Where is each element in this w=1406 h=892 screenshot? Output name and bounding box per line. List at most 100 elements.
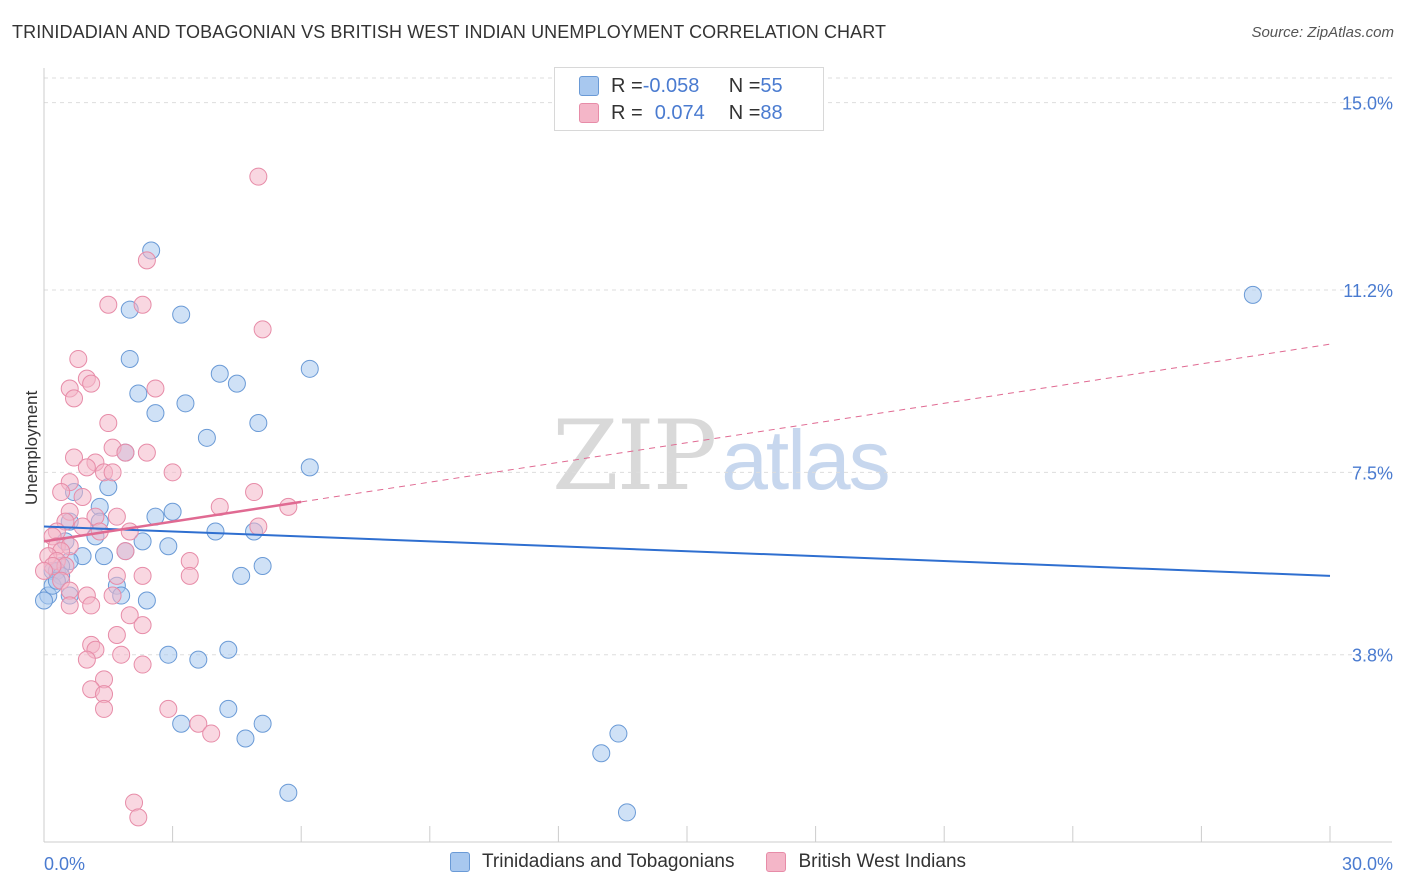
- legend-swatch-pink: [579, 103, 599, 123]
- point-british-west-indians: [137, 251, 156, 270]
- point-british-west-indians: [107, 625, 126, 644]
- point-british-west-indians: [69, 349, 88, 368]
- x-tick-label: 0.0%: [44, 854, 85, 874]
- point-british-west-indians: [99, 295, 118, 314]
- point-trinidadians: [206, 522, 225, 541]
- point-british-west-indians: [129, 808, 148, 827]
- point-trinidadians: [236, 729, 255, 748]
- point-trinidadians: [617, 803, 636, 822]
- point-british-west-indians: [133, 295, 152, 314]
- n-label: N =: [728, 101, 761, 124]
- point-british-west-indians: [133, 616, 152, 635]
- point-trinidadians: [133, 532, 152, 551]
- point-british-west-indians: [99, 414, 118, 433]
- y-tick-label: 11.2%: [1343, 281, 1393, 301]
- n-label: N =: [728, 74, 761, 97]
- watermark-atlas: atlas: [721, 413, 890, 507]
- point-british-west-indians: [202, 724, 221, 743]
- legend-swatch-pink: [766, 852, 787, 872]
- point-british-west-indians: [112, 645, 131, 664]
- point-british-west-indians: [35, 561, 53, 580]
- n-value: 55: [760, 74, 783, 97]
- point-trinidadians: [279, 783, 298, 802]
- y-tick-label: 3.8%: [1352, 646, 1393, 666]
- point-british-west-indians: [103, 463, 122, 482]
- point-trinidadians: [159, 537, 178, 556]
- y-tick-label: 15.0%: [1342, 94, 1393, 114]
- r-value: -0.058: [642, 74, 700, 97]
- point-british-west-indians: [279, 497, 298, 516]
- point-trinidadians: [227, 374, 246, 393]
- point-british-west-indians: [253, 320, 272, 339]
- point-british-west-indians: [65, 448, 84, 467]
- point-british-west-indians: [116, 542, 135, 561]
- point-trinidadians: [1243, 285, 1262, 304]
- point-trinidadians: [172, 305, 191, 324]
- legend-row-trinidadians: R = -0.058 N = 55: [579, 74, 783, 98]
- point-trinidadians: [35, 591, 53, 610]
- point-trinidadians: [95, 547, 114, 566]
- point-british-west-indians: [77, 650, 96, 669]
- series-legend: Trinidadians and Tobagonians British Wes…: [450, 851, 998, 873]
- point-trinidadians: [300, 458, 319, 477]
- point-trinidadians: [120, 349, 139, 368]
- point-british-west-indians: [103, 586, 122, 605]
- point-british-west-indians: [245, 483, 264, 502]
- point-trinidadians: [159, 645, 178, 664]
- r-label: R =: [611, 74, 643, 97]
- point-trinidadians: [129, 384, 148, 403]
- point-british-west-indians: [180, 566, 199, 585]
- point-british-west-indians: [52, 483, 71, 502]
- x-tick-label: 30.0%: [1342, 854, 1393, 874]
- point-trinidadians: [219, 699, 238, 718]
- legend-item-british-west-indians[interactable]: British West Indians: [766, 851, 966, 873]
- point-trinidadians: [210, 364, 229, 383]
- point-trinidadians: [219, 640, 238, 659]
- point-british-west-indians: [120, 606, 139, 625]
- point-british-west-indians: [65, 389, 84, 408]
- watermark-zip: ZIP: [552, 400, 717, 512]
- point-trinidadians: [163, 502, 182, 521]
- legend-swatch-blue: [579, 76, 599, 96]
- point-british-west-indians: [73, 487, 92, 506]
- point-british-west-indians: [60, 596, 79, 615]
- point-british-west-indians: [82, 596, 101, 615]
- legend-row-british-west-indians: R = 0.074 N = 88: [579, 101, 783, 125]
- r-value: 0.074: [654, 101, 705, 124]
- point-trinidadians: [172, 714, 191, 733]
- point-british-west-indians: [133, 655, 152, 674]
- trend-line-british-west-indians: [43, 500, 302, 543]
- point-trinidadians: [197, 428, 216, 447]
- chart-title: TRINIDADIAN AND TOBAGONIAN VS BRITISH WE…: [12, 22, 887, 42]
- watermark: ZIPatlas: [552, 400, 891, 512]
- point-trinidadians: [253, 714, 272, 733]
- point-british-west-indians: [159, 699, 178, 718]
- legend-swatch-blue: [450, 852, 470, 872]
- point-trinidadians: [249, 414, 268, 433]
- point-trinidadians: [146, 404, 165, 423]
- point-trinidadians: [300, 359, 319, 378]
- point-british-west-indians: [249, 517, 268, 536]
- r-label: R =: [611, 101, 643, 124]
- trend-line-british-west-indians-extended: [301, 343, 1331, 503]
- point-british-west-indians: [107, 507, 126, 526]
- point-british-west-indians: [137, 443, 156, 462]
- point-british-west-indians: [95, 699, 114, 718]
- n-value: 88: [760, 101, 783, 124]
- point-british-west-indians: [73, 517, 92, 536]
- point-british-west-indians: [249, 167, 268, 186]
- legend-item-trinidadians[interactable]: Trinidadians and Tobagonians: [450, 851, 734, 873]
- trend-line-trinidadians: [43, 525, 1331, 577]
- point-trinidadians: [137, 591, 156, 610]
- point-british-west-indians: [120, 522, 139, 541]
- point-trinidadians: [253, 556, 272, 575]
- point-british-west-indians: [107, 566, 126, 585]
- point-trinidadians: [592, 744, 611, 763]
- point-trinidadians: [232, 566, 251, 585]
- point-trinidadians: [176, 394, 195, 413]
- legend-label: British West Indians: [798, 851, 967, 872]
- point-british-west-indians: [189, 714, 208, 733]
- point-british-west-indians: [133, 566, 152, 585]
- point-trinidadians: [609, 724, 628, 743]
